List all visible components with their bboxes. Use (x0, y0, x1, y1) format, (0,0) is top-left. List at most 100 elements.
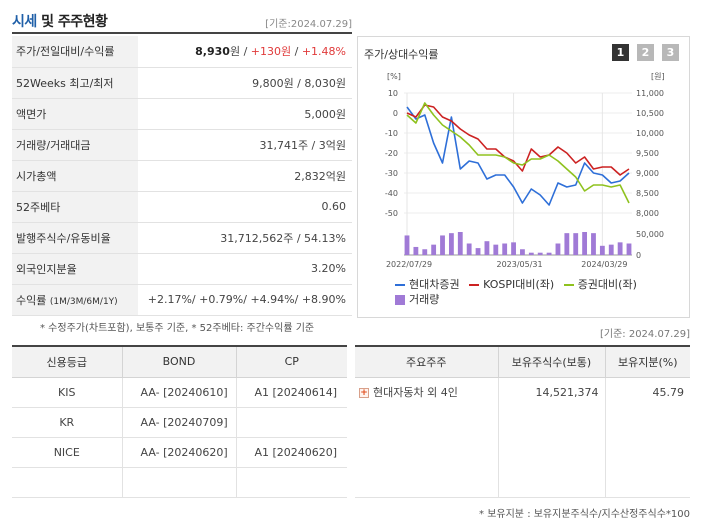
right-tick-label: 10,500 (636, 109, 664, 118)
series-line-3 (406, 102, 630, 204)
left-axis-unit: [%] (387, 72, 401, 81)
volume-bar (440, 235, 445, 255)
quote-label: 시가총액 (12, 160, 138, 192)
table-row: 수익률 (1M/3M/6M/1Y) +2.17%/ +0.79%/ +4.94%… (12, 284, 352, 316)
header-divider (12, 32, 352, 34)
legend-row: 현대차증권 KOSPI대비(좌) 증권대비(좌) (395, 276, 695, 291)
volume-bar (431, 244, 437, 255)
table-row: KR AA- [20240709] (12, 407, 347, 438)
period-button-1[interactable]: 1 (612, 44, 629, 61)
legend-line-icon (469, 284, 480, 286)
holder-name-cell: + 현대자동차 외 4인 (355, 377, 498, 407)
volume-bar (591, 233, 596, 255)
table-row: 액면가 5,000원 (12, 98, 352, 130)
agency-cell: KIS (12, 377, 122, 408)
chart-legend: 현대차증권 KOSPI대비(좌) 증권대비(좌) 거래량 (395, 276, 695, 306)
volume-bar (520, 249, 525, 255)
cp-rating-cell (235, 467, 347, 498)
volume-bar (466, 243, 472, 255)
cp-rating-cell: A1 [20240614] (235, 377, 347, 408)
legend-item-kospi[interactable]: KOSPI대비(좌) (469, 276, 554, 292)
left-tick-label: -10 (385, 129, 398, 138)
legend-item-sector[interactable]: 증권대비(좌) (563, 276, 637, 292)
legend-line-icon (395, 284, 405, 286)
empty-cell (497, 437, 605, 467)
credit-rating-table: 신용등급 BOND CP KIS AA- [20240610] A1 [2024… (12, 345, 347, 498)
right-tick-label: 8,500 (636, 189, 659, 198)
right-tick-label: 8,000 (636, 209, 659, 218)
left-tick-label: -30 (385, 169, 398, 178)
volume-bar (573, 233, 579, 255)
expand-icon[interactable]: + (359, 388, 369, 399)
volume-bar (475, 248, 481, 255)
holder-name[interactable]: 현대자동차 외 4인 (373, 386, 458, 400)
right-tick-label: 10,000 (636, 129, 664, 138)
quote-value: 0.60 (138, 191, 352, 223)
table-row: 외국인지분율 3.20% (12, 253, 352, 285)
returns-chart: [%] [원] 10 11,000 0 10,500 -10 10,000 -20 9,500 -3… (385, 72, 665, 269)
price-unit: 원 (229, 45, 241, 59)
bond-rating-cell (121, 467, 236, 498)
volume-bar (413, 246, 419, 255)
empty-cell (604, 467, 690, 498)
separator: / (291, 45, 302, 59)
volume-bar (555, 243, 561, 255)
period-button-2[interactable]: 2 (637, 44, 654, 61)
column-header: 보유지분(%) (604, 346, 690, 378)
x-tick-label: 2024/03/29 (581, 260, 627, 269)
table-row (355, 407, 690, 437)
volume-bar (493, 244, 499, 255)
quote-label: 발행주식수/유동비율 (12, 222, 138, 254)
returns-label: 수익률 (16, 293, 47, 307)
price-rate: +1.48% (301, 45, 346, 59)
volume-bar (448, 233, 454, 255)
volume-bar (422, 249, 428, 255)
table-row: 거래량/거래대금 31,741주 / 3억원 (12, 129, 352, 161)
left-tick-label: -40 (385, 189, 398, 198)
volume-bar (608, 244, 614, 255)
empty-cell (497, 407, 605, 437)
left-tick-label: 10 (388, 89, 398, 98)
table-row (355, 467, 690, 498)
empty-cell (355, 437, 498, 467)
legend-label: 증권대비(좌) (577, 278, 637, 291)
volume-bar (457, 232, 463, 255)
agency-cell: NICE (12, 437, 122, 468)
table-row: NICE AA- [20240620] A1 [20240620] (12, 437, 347, 468)
quote-label: 수익률 (1M/3M/6M/1Y) (12, 284, 138, 316)
right-tick-label: 9,500 (636, 149, 659, 158)
column-header: 신용등급 (12, 346, 122, 378)
chart-title: 주가/상대수익률 (364, 48, 439, 61)
volume-bar (617, 242, 623, 255)
shareholders-table: 주요주주 보유주식수(보통) 보유지분(%) + 현대자동차 외 4인 14,52… (355, 345, 690, 498)
legend-line-icon (563, 284, 574, 286)
legend-item-volume[interactable]: 거래량 (395, 291, 439, 307)
legend-item-stock[interactable]: 현대차증권 (395, 276, 460, 292)
volume-bar (582, 232, 588, 255)
column-header: 주요주주 (355, 346, 498, 378)
section-header: 시세 및 주주현황 [기준:2024.07.29] (12, 9, 352, 34)
left-tick-label: 0 (393, 109, 398, 118)
right-tick-label: 9,000 (636, 169, 659, 178)
volume-bar (599, 245, 605, 255)
agency-cell (12, 467, 122, 498)
reference-date-right: [기준: 2024.07.29] (599, 329, 690, 340)
bond-rating-cell: AA- [20240709] (121, 407, 236, 438)
table-row: 발행주식수/유동비율 31,712,562주 / 54.13% (12, 222, 352, 254)
volume-bar (528, 252, 534, 255)
quote-value: 3.20% (138, 253, 352, 285)
table-row (12, 467, 347, 498)
quote-value-price: 8,930원 / +130원 / +1.48% (138, 36, 352, 68)
quote-table: 주가/전일대비/수익률 8,930원 / +130원 / +1.48% 52We… (12, 36, 352, 316)
separator: / (240, 45, 251, 59)
x-tick-label: 2022/07/29 (386, 260, 432, 269)
series-line-2 (406, 104, 630, 176)
legend-label: 현대차증권 (409, 278, 460, 291)
cp-rating-cell: A1 [20240620] (235, 437, 347, 468)
period-button-3[interactable]: 3 (662, 44, 679, 61)
quote-label: 52주베타 (12, 191, 138, 223)
volume-bar (537, 252, 543, 255)
volume-bar (626, 243, 632, 255)
bond-rating-cell: AA- [20240610] (121, 377, 236, 408)
legend-label: KOSPI대비(좌) (483, 278, 555, 291)
